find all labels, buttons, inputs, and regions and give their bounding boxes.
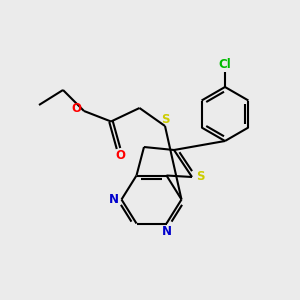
Text: S: S: [196, 170, 205, 184]
Text: N: N: [109, 193, 119, 206]
Text: S: S: [161, 113, 169, 126]
Text: Cl: Cl: [219, 58, 231, 71]
Text: O: O: [115, 148, 125, 162]
Text: O: O: [71, 101, 82, 115]
Text: N: N: [162, 225, 172, 239]
